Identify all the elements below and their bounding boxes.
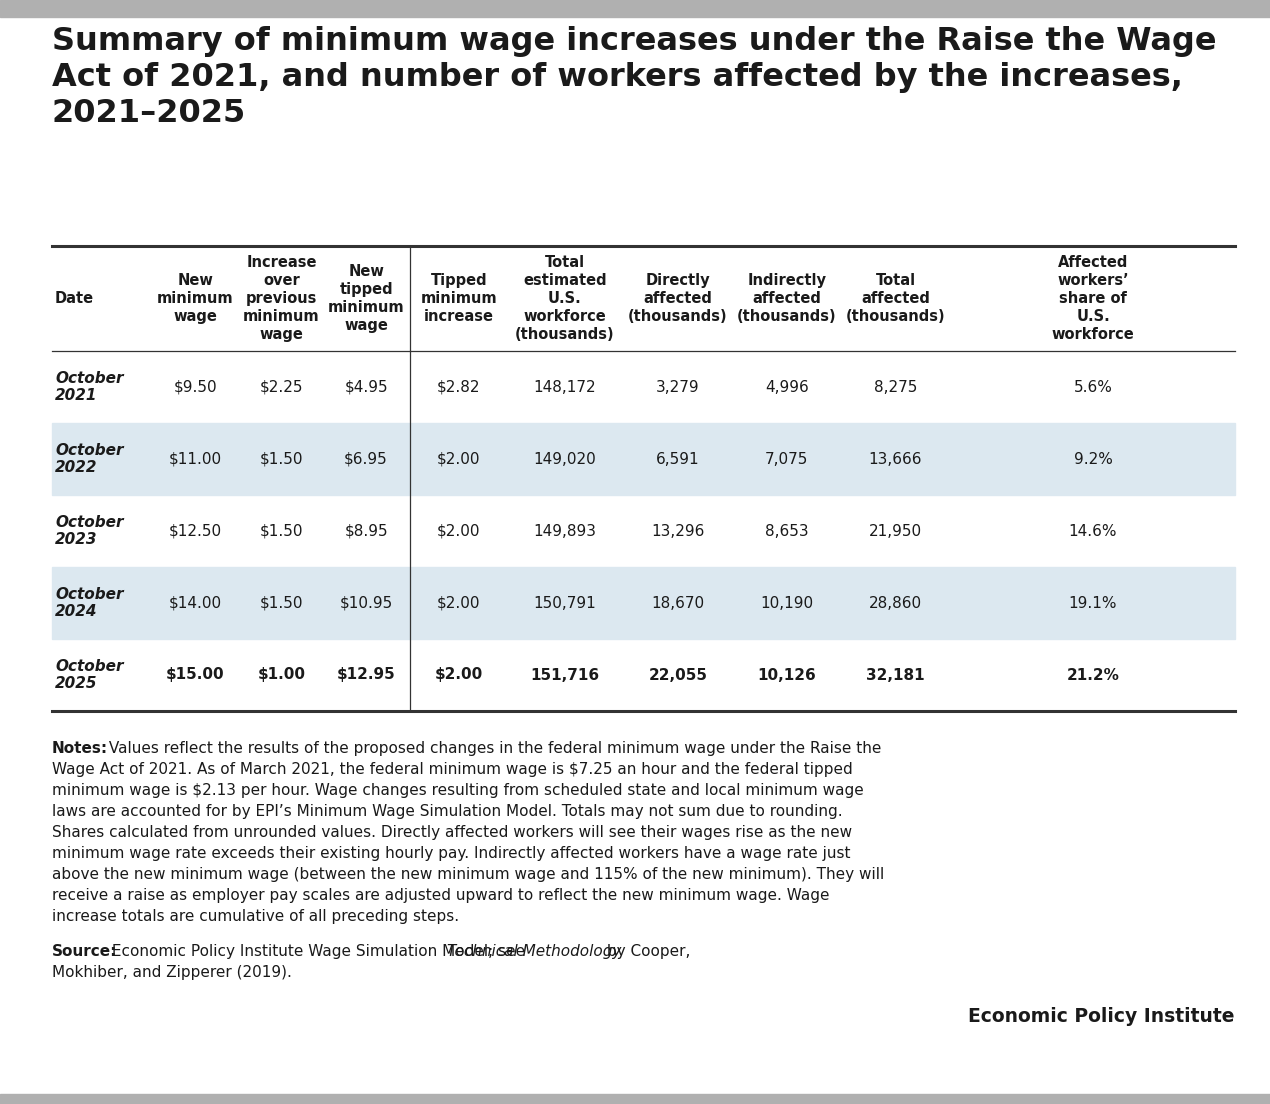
Text: Mokhiber, and Zipperer (2019).: Mokhiber, and Zipperer (2019).	[52, 965, 292, 980]
Text: 13,296: 13,296	[652, 523, 705, 539]
Text: Act of 2021, and number of workers affected by the increases,: Act of 2021, and number of workers affec…	[52, 62, 1182, 93]
Text: $8.95: $8.95	[344, 523, 387, 539]
Text: 32,181: 32,181	[866, 668, 925, 682]
Text: $1.50: $1.50	[260, 595, 304, 611]
Text: 149,893: 149,893	[533, 523, 597, 539]
Text: $6.95: $6.95	[344, 452, 387, 467]
Text: Summary of minimum wage increases under the Raise the Wage: Summary of minimum wage increases under …	[52, 26, 1217, 57]
Text: $10.95: $10.95	[339, 595, 392, 611]
Text: 14.6%: 14.6%	[1069, 523, 1118, 539]
Text: Values reflect the results of the proposed changes in the federal minimum wage u: Values reflect the results of the propos…	[104, 741, 881, 756]
Text: 8,653: 8,653	[765, 523, 809, 539]
Text: 150,791: 150,791	[533, 595, 596, 611]
Text: October
2025: October 2025	[55, 659, 123, 691]
Text: October
2024: October 2024	[55, 587, 123, 619]
Text: 149,020: 149,020	[533, 452, 596, 467]
Text: 13,666: 13,666	[869, 452, 922, 467]
Text: $1.50: $1.50	[260, 523, 304, 539]
Text: $11.00: $11.00	[169, 452, 222, 467]
Text: by Cooper,: by Cooper,	[602, 944, 691, 959]
Bar	[0, 0, 1270, 17]
Text: 151,716: 151,716	[531, 668, 599, 682]
Text: 3,279: 3,279	[657, 380, 700, 394]
Text: minimum wage rate exceeds their existing hourly pay. Indirectly affected workers: minimum wage rate exceeds their existing…	[52, 846, 851, 861]
Text: Directly
affected
(thousands): Directly affected (thousands)	[627, 273, 728, 323]
Text: 9.2%: 9.2%	[1073, 452, 1113, 467]
Text: 19.1%: 19.1%	[1069, 595, 1118, 611]
Text: $15.00: $15.00	[166, 668, 225, 682]
Text: Total
estimated
U.S.
workforce
(thousands): Total estimated U.S. workforce (thousand…	[516, 255, 615, 342]
Text: $2.00: $2.00	[437, 523, 481, 539]
Text: $2.00: $2.00	[437, 595, 481, 611]
Text: 2021–2025: 2021–2025	[52, 98, 246, 129]
Bar	[52, 567, 1234, 639]
Text: 10,126: 10,126	[757, 668, 817, 682]
Text: 18,670: 18,670	[652, 595, 705, 611]
Text: Affected
workers’
share of
U.S.
workforce: Affected workers’ share of U.S. workforc…	[1052, 255, 1134, 342]
Text: Shares calculated from unrounded values. Directly affected workers will see thei: Shares calculated from unrounded values.…	[52, 825, 852, 840]
Text: 7,075: 7,075	[765, 452, 808, 467]
Text: $12.50: $12.50	[169, 523, 222, 539]
Text: $2.00: $2.00	[437, 452, 481, 467]
Text: 28,860: 28,860	[869, 595, 922, 611]
Text: Source:: Source:	[52, 944, 117, 959]
Text: Technical Methodology: Technical Methodology	[447, 944, 621, 959]
Bar	[0, 1094, 1270, 1104]
Text: Economic Policy Institute Wage Simulation Model; see: Economic Policy Institute Wage Simulatio…	[107, 944, 530, 959]
Text: October
2022: October 2022	[55, 443, 123, 475]
Text: 21,950: 21,950	[869, 523, 922, 539]
Text: Tipped
minimum
increase: Tipped minimum increase	[420, 273, 498, 323]
Text: October
2021: October 2021	[55, 371, 123, 403]
Text: $2.25: $2.25	[260, 380, 304, 394]
Text: Notes:: Notes:	[52, 741, 108, 756]
Text: $2.00: $2.00	[434, 668, 483, 682]
Text: New
minimum
wage: New minimum wage	[156, 273, 234, 323]
Text: minimum wage is $2.13 per hour. Wage changes resulting from scheduled state and : minimum wage is $2.13 per hour. Wage cha…	[52, 783, 864, 798]
Text: $1.50: $1.50	[260, 452, 304, 467]
Text: 5.6%: 5.6%	[1073, 380, 1113, 394]
Text: October
2023: October 2023	[55, 514, 123, 548]
Text: 4,996: 4,996	[765, 380, 809, 394]
Text: 10,190: 10,190	[759, 595, 813, 611]
Text: $2.82: $2.82	[437, 380, 481, 394]
Text: 6,591: 6,591	[657, 452, 700, 467]
Bar	[52, 423, 1234, 495]
Text: receive a raise as employer pay scales are adjusted upward to reflect the new mi: receive a raise as employer pay scales a…	[52, 888, 829, 903]
Text: laws are accounted for by EPI’s Minimum Wage Simulation Model. Totals may not su: laws are accounted for by EPI’s Minimum …	[52, 804, 842, 819]
Text: $1.00: $1.00	[258, 668, 306, 682]
Text: $12.95: $12.95	[337, 668, 395, 682]
Text: $9.50: $9.50	[173, 380, 217, 394]
Text: New
tipped
minimum
wage: New tipped minimum wage	[328, 264, 404, 333]
Text: Economic Policy Institute: Economic Policy Institute	[969, 1007, 1234, 1026]
Text: above the new minimum wage (between the new minimum wage and 115% of the new min: above the new minimum wage (between the …	[52, 867, 884, 882]
Text: Increase
over
previous
minimum
wage: Increase over previous minimum wage	[243, 255, 320, 342]
Text: Indirectly
affected
(thousands): Indirectly affected (thousands)	[737, 273, 837, 323]
Text: 21.2%: 21.2%	[1067, 668, 1119, 682]
Text: Date: Date	[55, 291, 94, 306]
Text: Wage Act of 2021. As of March 2021, the federal minimum wage is $7.25 an hour an: Wage Act of 2021. As of March 2021, the …	[52, 762, 852, 777]
Text: 8,275: 8,275	[874, 380, 917, 394]
Text: $14.00: $14.00	[169, 595, 222, 611]
Text: Total
affected
(thousands): Total affected (thousands)	[846, 273, 945, 323]
Text: increase totals are cumulative of all preceding steps.: increase totals are cumulative of all pr…	[52, 909, 460, 924]
Text: 22,055: 22,055	[648, 668, 707, 682]
Text: 148,172: 148,172	[533, 380, 596, 394]
Text: $4.95: $4.95	[344, 380, 387, 394]
